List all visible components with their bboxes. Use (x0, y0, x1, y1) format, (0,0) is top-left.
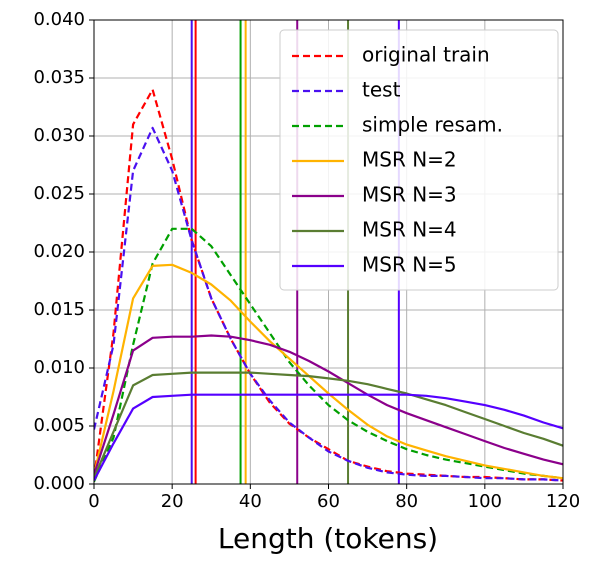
x-tick-label: 60 (317, 491, 340, 512)
x-tick-label: 20 (161, 491, 184, 512)
series-line (94, 393, 563, 482)
y-tick-label: 0.020 (33, 241, 85, 262)
x-tick-label: 100 (468, 491, 502, 512)
y-tick-label: 0.005 (33, 415, 85, 436)
legend-label: original train (362, 43, 490, 67)
y-tick-label: 0.015 (33, 299, 85, 320)
legend-label: MSR N=5 (362, 253, 457, 277)
axes-frame (93, 19, 564, 485)
series-line (94, 371, 563, 479)
legend-label: MSR N=3 (362, 183, 457, 207)
x-axis-label: Length (tokens) (218, 522, 438, 555)
y-tick-label: 0.040 (33, 9, 85, 30)
series-line (94, 126, 563, 482)
x-tick-label: 80 (395, 491, 418, 512)
x-tick-label: 120 (546, 491, 580, 512)
x-tick-label: 0 (88, 491, 99, 512)
y-tick-label: 0.035 (33, 67, 85, 88)
legend-label: MSR N=2 (362, 148, 457, 172)
legend-label: MSR N=4 (362, 218, 457, 242)
y-tick-label: 0.030 (33, 125, 85, 146)
x-tick-label: 40 (239, 491, 262, 512)
series-line (94, 88, 563, 482)
series-line (94, 227, 563, 483)
legend-label: simple resam. (362, 113, 503, 137)
legend-label: test (362, 78, 401, 102)
series-line (94, 263, 563, 480)
series-line (94, 334, 563, 476)
y-tick-label: 0.000 (33, 473, 85, 494)
y-tick-label: 0.025 (33, 183, 85, 204)
legend-box (279, 29, 559, 291)
y-tick-label: 0.010 (33, 357, 85, 378)
